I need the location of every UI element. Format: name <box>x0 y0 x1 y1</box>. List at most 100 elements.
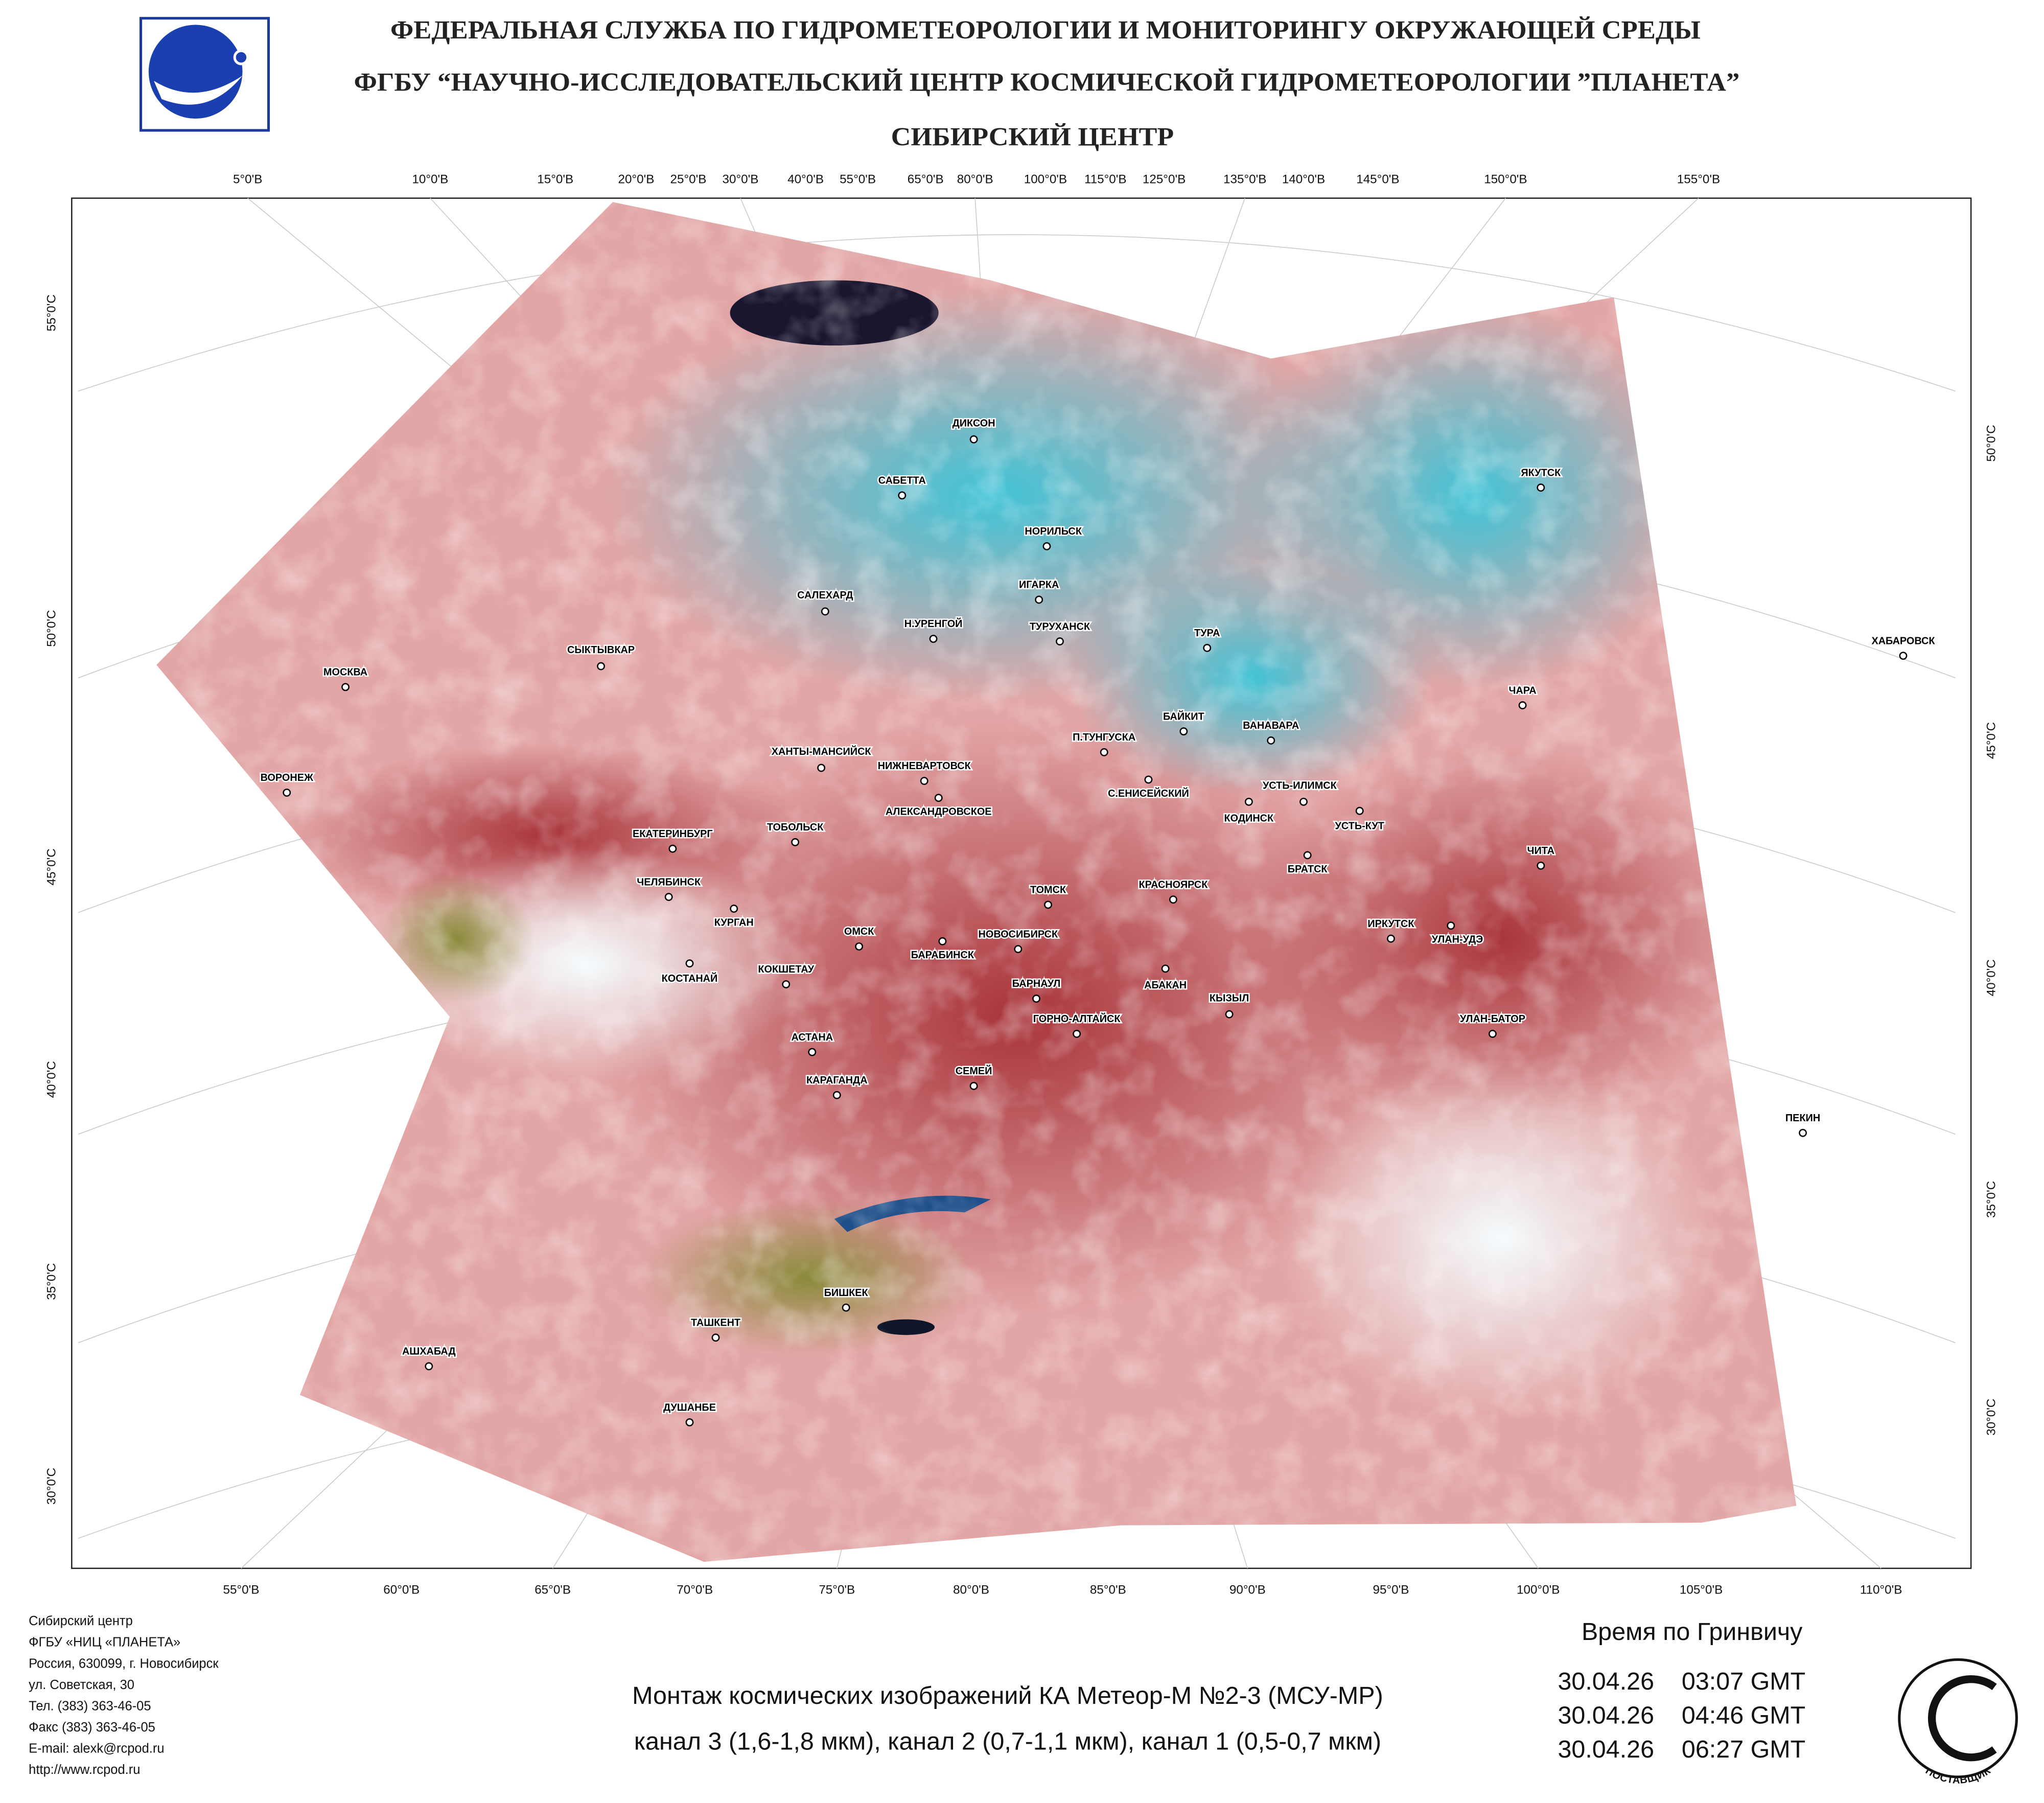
longitude-label: 85°0'В <box>1090 1583 1126 1597</box>
city-marker <box>1447 921 1455 930</box>
city-label: ИГАРКА <box>1019 580 1059 591</box>
city-marker <box>1073 1030 1081 1038</box>
longitude-label: 140°0'В <box>1282 172 1325 186</box>
address-line: Россия, 630099, г. Новосибирск <box>29 1656 219 1671</box>
city-label: БАРАБИНСК <box>911 950 974 961</box>
city-label: КРАСНОЯРСК <box>1139 879 1208 890</box>
city-label: САБЕТТА <box>878 475 926 487</box>
city-marker <box>1355 806 1364 815</box>
latitude-label: 40°0'С <box>44 1061 58 1098</box>
city-label: НОРИЛЬСК <box>1025 526 1082 537</box>
city-marker <box>341 683 350 691</box>
city-label: ТАШКЕНТ <box>691 1317 740 1328</box>
city-label: БРАТСК <box>1288 864 1328 875</box>
city-label: ЧИТА <box>1527 845 1555 857</box>
city-marker <box>1225 1010 1234 1019</box>
city-label: КЫЗЫЛ <box>1210 992 1249 1004</box>
city-label: УСТЬ-ИЛИМСК <box>1263 780 1337 791</box>
latitude-label: 50°0'С <box>1984 425 1998 461</box>
address-line: Сибирский центр <box>29 1614 133 1628</box>
city-marker <box>1537 861 1545 870</box>
longitude-label: 100°0'В <box>1024 172 1067 186</box>
latitude-label: 35°0'С <box>44 1263 58 1300</box>
longitude-label: 90°0'В <box>1229 1583 1266 1597</box>
longitude-label: 70°0'В <box>677 1583 713 1597</box>
longitude-label: 155°0'В <box>1677 172 1720 186</box>
city-marker <box>969 435 978 444</box>
time-line: 30.04.26 06:27 GMT <box>1558 1736 1805 1763</box>
header-line: ФЕДЕРАЛЬНАЯ СЛУЖБА ПО ГИДРОМЕТЕОРОЛОГИИ … <box>390 16 1701 44</box>
city-marker <box>1299 797 1308 806</box>
longitude-label: 95°0'В <box>1373 1583 1409 1597</box>
address-line: ул. Советская, 30 <box>29 1678 134 1692</box>
city-marker <box>1169 895 1177 904</box>
longitude-label: 30°0'В <box>723 172 759 186</box>
city-label: КАРАГАНДА <box>806 1075 868 1086</box>
longitude-label: 5°0'В <box>233 172 262 186</box>
city-label: КОКШЕТАУ <box>758 964 814 975</box>
city-label: НОВОСИБИРСК <box>979 929 1058 940</box>
header-line: СИБИРСКИЙ ЦЕНТР <box>891 123 1174 152</box>
address-line: http://www.rcpod.ru <box>29 1763 140 1777</box>
longitude-label: 65°0'В <box>908 172 944 186</box>
longitude-label: 110°0'В <box>1860 1583 1902 1597</box>
city-label: БИШКЕК <box>824 1287 869 1299</box>
city-label: Н.УРЕНГОЙ <box>904 617 963 630</box>
header-line: ФГБУ “НАУЧНО-ИССЛЕДОВАТЕЛЬСКИЙ ЦЕНТР КОС… <box>354 68 1740 97</box>
city-label: КОДИНСК <box>1224 813 1274 824</box>
city-marker <box>1537 483 1545 492</box>
city-marker <box>938 937 947 945</box>
city-label: С.ЕНИСЕЙСКИЙ <box>1108 787 1189 799</box>
city-marker <box>1303 851 1312 860</box>
city-marker <box>1032 995 1040 1003</box>
city-marker <box>969 1082 978 1090</box>
city-marker <box>1161 964 1170 973</box>
latitude-label: 50°0'С <box>44 610 58 646</box>
latitude-label: 45°0'С <box>44 848 58 885</box>
city-label: УЛАН-УДЭ <box>1432 934 1483 945</box>
city-marker <box>730 905 738 913</box>
city-label: СЕМЕЙ <box>956 1065 992 1077</box>
city-marker <box>1179 727 1188 736</box>
longitude-label: 15°0'В <box>537 172 573 186</box>
city-label: ТУРУХАНСК <box>1030 621 1090 632</box>
city-label: ТОБОЛЬСК <box>767 822 824 833</box>
city-marker <box>1056 637 1064 645</box>
city-marker <box>934 794 943 802</box>
city-marker <box>685 959 694 968</box>
city-marker <box>597 662 605 671</box>
city-label: ПЕКИН <box>1785 1113 1820 1124</box>
longitude-label: 80°0'В <box>957 172 993 186</box>
city-marker <box>929 635 938 643</box>
city-label: КУРГАН <box>714 917 754 928</box>
city-label: МОСКВА <box>323 667 367 678</box>
longitude-label: 145°0'В <box>1356 172 1399 186</box>
longitude-label: 55°0'В <box>223 1583 260 1597</box>
address-line: Факс (383) 363-46-05 <box>29 1720 155 1735</box>
latitude-label: 55°0'С <box>44 294 58 331</box>
time-line: 30.04.26 04:46 GMT <box>1558 1701 1805 1729</box>
city-label: ХАБАРОВСК <box>1871 635 1935 646</box>
latitude-label: 45°0'С <box>1984 722 1998 759</box>
city-marker <box>425 1362 433 1371</box>
satellite-imagery <box>156 202 1797 1562</box>
city-marker <box>1144 775 1153 784</box>
city-marker <box>898 491 907 500</box>
city-marker <box>791 838 800 846</box>
city-label: САЛЕХАРД <box>797 590 853 601</box>
city-marker <box>817 764 826 772</box>
city-label: АБАКАН <box>1144 980 1187 991</box>
labels: ФЕДЕРАЛЬНАЯ СЛУЖБА ПО ГИДРОМЕТЕОРОЛОГИИ … <box>29 16 2007 1786</box>
city-marker <box>920 777 928 785</box>
longitude-label: 115°0'В <box>1084 172 1127 186</box>
city-marker <box>855 942 864 951</box>
city-label: УСТЬ-КУТ <box>1335 821 1384 832</box>
city-label: ОМСК <box>844 926 874 937</box>
city-label: ИРКУТСК <box>1367 918 1414 930</box>
city-label: НИЖНЕВАРТОВСК <box>878 760 971 772</box>
city-marker <box>668 844 677 853</box>
longitude-label: 135°0'В <box>1223 172 1266 186</box>
logo <box>139 17 270 132</box>
map <box>71 197 1972 1569</box>
